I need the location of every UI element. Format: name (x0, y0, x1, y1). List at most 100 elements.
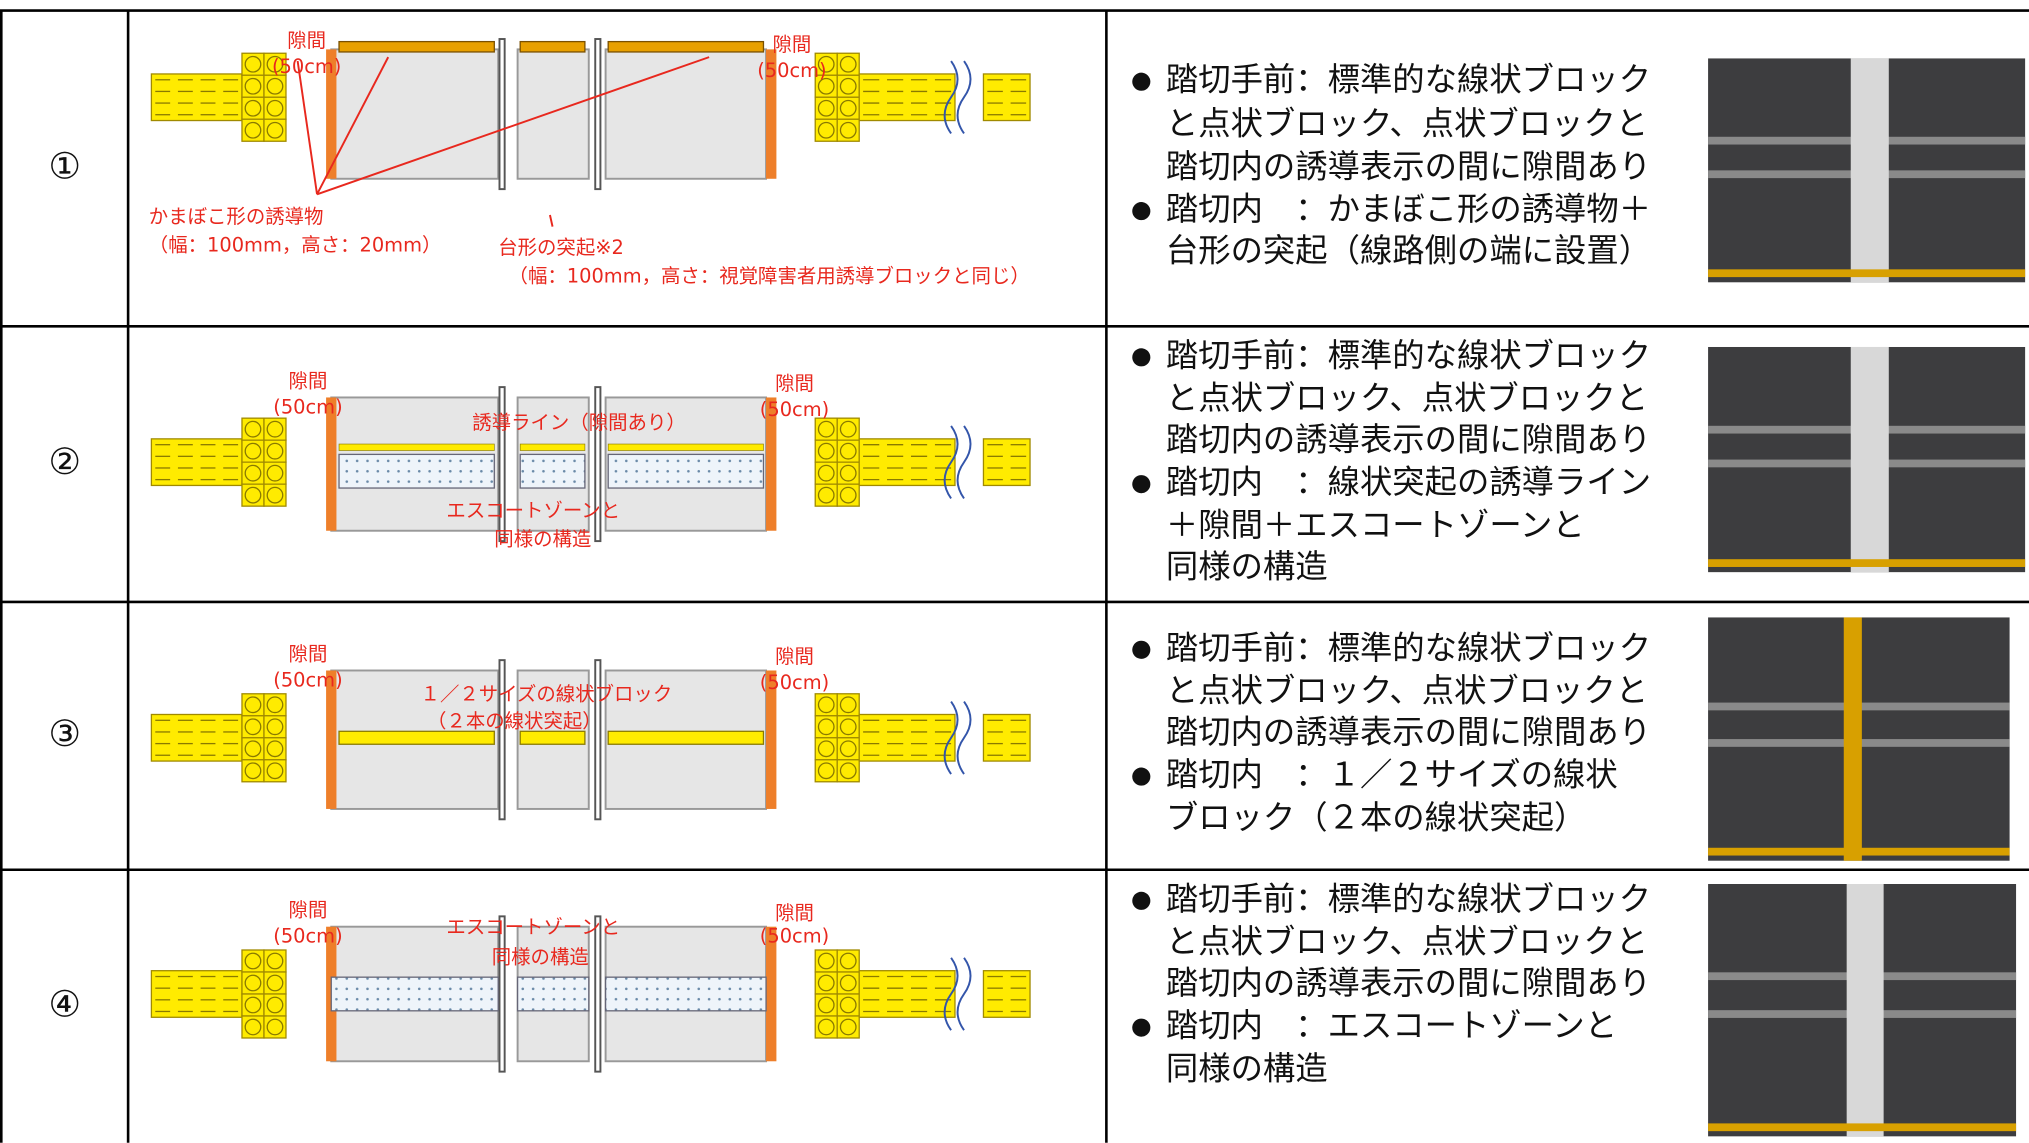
row-number: ① (48, 144, 80, 187)
gap-label: 隙間 (775, 645, 814, 668)
dot (266, 77, 284, 95)
break-mark (943, 60, 972, 135)
dot (817, 420, 835, 438)
dot (839, 99, 857, 117)
kamaboko (607, 40, 765, 53)
escort-zone (516, 976, 590, 1012)
dot (839, 420, 857, 438)
escort-zone (607, 453, 765, 489)
dot (817, 740, 835, 758)
dot (839, 77, 857, 95)
kamaboko (519, 40, 586, 53)
rail (594, 915, 602, 1073)
break-mark (943, 425, 972, 499)
dot (817, 442, 835, 460)
note: 誘導ライン（隙間あり） (472, 411, 685, 434)
dot (817, 718, 835, 736)
bullet (1132, 767, 1151, 786)
escort-zone (604, 976, 767, 1012)
linear-block (982, 713, 1031, 762)
description-line: 踏切手前：標準的な線状ブロック (1166, 61, 1651, 99)
rail (594, 659, 602, 821)
gap-size: (50cm) (272, 55, 341, 78)
dot (244, 77, 262, 95)
dot (266, 696, 284, 714)
linear-block (982, 438, 1031, 487)
dot (817, 952, 835, 970)
half-block (338, 730, 495, 745)
note: 同様の構造 (492, 945, 589, 968)
bullet (1132, 348, 1151, 367)
bullet (1132, 891, 1151, 910)
note: （幅：100mm，高さ：視覚障害者用誘導ブロックと同じ） (509, 265, 1030, 288)
description-line: 踏切内 ：１／２サイズの線状 (1166, 756, 1618, 794)
gap-label: 隙間 (289, 899, 328, 922)
kamaboko (338, 40, 495, 53)
dot (817, 55, 835, 73)
dot (817, 77, 835, 95)
linear-block (858, 713, 956, 762)
dot (817, 974, 835, 992)
description-line: 踏切手前：標準的な線状ブロック (1166, 336, 1651, 374)
dot (244, 974, 262, 992)
half-block (519, 730, 586, 745)
gap-size: (50cm) (760, 398, 829, 421)
description-line: 踏切内 ：線状突起の誘導ライン (1166, 463, 1651, 501)
crossing-surface (516, 48, 590, 180)
crossing-surface (604, 48, 768, 180)
escort-zone (519, 453, 586, 489)
description-line: 踏切内の誘導表示の間に隙間あり (1166, 713, 1651, 751)
bullet (1132, 72, 1151, 91)
row-number: ④ (48, 982, 80, 1025)
description-line: 同様の構造 (1166, 547, 1328, 585)
photo-stripe (1708, 847, 2010, 856)
dot (839, 952, 857, 970)
rail (594, 38, 602, 191)
bullet (1132, 1018, 1151, 1037)
dot (266, 464, 284, 482)
bullet (1132, 475, 1151, 494)
dot (839, 762, 857, 780)
linear-block (150, 713, 243, 762)
description-line: 踏切内 ：エスコートゾーンと (1166, 1007, 1617, 1045)
dot (817, 762, 835, 780)
gap-size: (50cm) (760, 925, 829, 948)
dot (266, 740, 284, 758)
dot (244, 762, 262, 780)
dot (266, 420, 284, 438)
break-mark (943, 700, 972, 775)
arrow (316, 56, 710, 196)
gap-size: (50cm) (273, 395, 342, 418)
escort-zone (330, 976, 499, 1012)
gap-bar (326, 397, 337, 531)
dot (266, 718, 284, 736)
table-grid (0, 9, 2029, 1143)
dot (244, 420, 262, 438)
dot (266, 996, 284, 1014)
dot (839, 718, 857, 736)
guide-line (519, 443, 586, 451)
row-number: ② (48, 440, 80, 483)
linear-block (150, 438, 243, 487)
gap-bar (766, 49, 777, 179)
note: １／２サイズの線状ブロック (421, 683, 673, 706)
rail (594, 386, 602, 543)
dot (839, 55, 857, 73)
row-number: ③ (48, 712, 80, 755)
linear-block (150, 73, 243, 122)
description-line: 踏切手前：標準的な線状ブロック (1166, 629, 1651, 667)
linear-block (150, 970, 243, 1018)
gap-label: 隙間 (775, 901, 814, 924)
dot (266, 762, 284, 780)
dot (266, 121, 284, 139)
arrow (316, 56, 390, 195)
rail (498, 659, 506, 821)
gap-label: 隙間 (775, 372, 814, 395)
description-line: ブロック（２本の線状突起） (1166, 798, 1586, 836)
gap-bar (766, 397, 777, 531)
dot (244, 99, 262, 117)
gap-label: 隙間 (287, 29, 326, 52)
dot (244, 121, 262, 139)
photo-stripe (1708, 269, 2026, 278)
guide-line (607, 443, 764, 451)
